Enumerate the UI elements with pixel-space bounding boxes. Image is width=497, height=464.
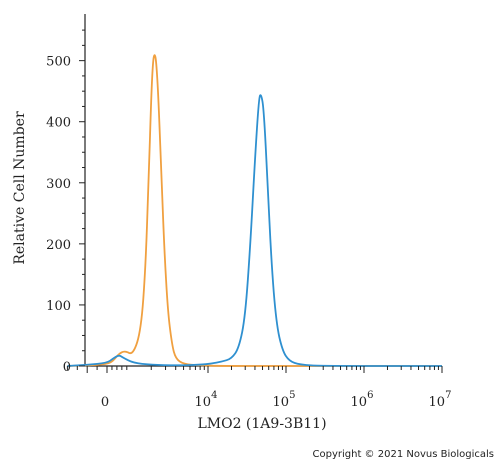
x-tick-label: 0: [101, 395, 109, 410]
x-tick-label: 106: [351, 390, 374, 410]
y-tick-label: 300: [46, 177, 71, 192]
x-tick-label: 105: [273, 390, 296, 410]
histogram-curve-2: [67, 94, 442, 367]
histogram-series: [67, 54, 442, 367]
x-tick-label: 104: [195, 390, 218, 410]
x-tick-label: 107: [429, 390, 452, 410]
x-tick-labels: 0 104 105 106 107: [66, 366, 452, 410]
y-tick-label: 0: [63, 360, 71, 375]
copyright-notice: Copyright © 2021 Novus Biologicals: [313, 449, 494, 460]
x-axis-label: LMO2 (1A9-3B11): [197, 416, 326, 432]
y-axis-label: Relative Cell Number: [12, 111, 28, 265]
y-tick-label: 400: [46, 116, 71, 131]
y-tick-label: 500: [46, 55, 71, 70]
y-tick-label: 100: [46, 299, 71, 314]
y-tick-label: 200: [46, 238, 71, 253]
histogram-curve-1: [67, 54, 442, 367]
y-tick-labels: 0 100 200 300 400 500: [46, 29, 85, 375]
